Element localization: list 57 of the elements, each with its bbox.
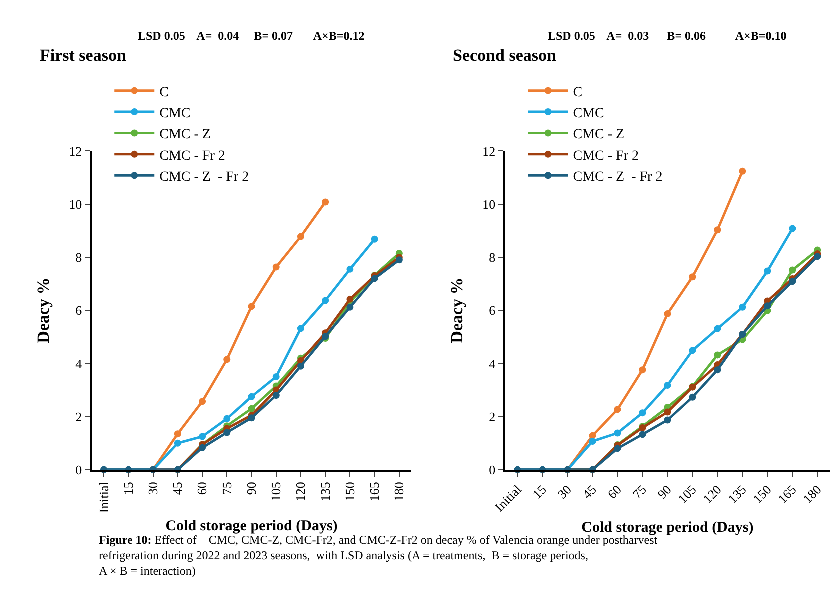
y-tick-label: 10 xyxy=(69,196,82,212)
x-tick-label: 180 xyxy=(800,482,824,507)
chart-subtitle: LSD 0.05 A= 0.03 B= 0.06 A×B=0.10 xyxy=(548,29,787,43)
y-tick-label: 0 xyxy=(76,462,82,478)
x-tick-label: 120 xyxy=(293,482,308,502)
x-tick-label: 90 xyxy=(654,482,674,502)
x-tick-label: 165 xyxy=(367,482,382,502)
y-tick-label: 4 xyxy=(489,356,496,372)
x-tick-label: 165 xyxy=(774,482,800,507)
x-tick-label: 15 xyxy=(120,482,136,496)
y-tick-label: 2 xyxy=(489,409,496,424)
x-tick-label: 105 xyxy=(675,482,700,507)
x-tick-label: 135 xyxy=(724,482,750,507)
x-tick-label: 45 xyxy=(580,482,600,502)
legend-label: CMC - Z xyxy=(160,128,211,143)
x-tick-label: 15 xyxy=(530,482,550,502)
x-axis-title: Cold storage period (Days) xyxy=(166,518,338,535)
legend-label: CMC - Z xyxy=(573,128,625,143)
chart-title: Second season xyxy=(453,46,557,65)
x-tick-label: 150 xyxy=(342,482,358,502)
legend-label: CMC - Z - Fr 2 xyxy=(160,170,250,186)
x-tick-label: 120 xyxy=(700,482,724,507)
x-tick-label: 75 xyxy=(219,482,234,496)
x-tick-label: 180 xyxy=(392,482,407,502)
chart-subtitle: LSD 0.05 A= 0.04 B= 0.07 A×B=0.12 xyxy=(138,29,365,43)
y-tick-label: 6 xyxy=(489,303,496,318)
legend-label: CMC - Z - Fr 2 xyxy=(573,170,663,186)
y-tick-label: 0 xyxy=(489,462,496,478)
x-tick-label: 135 xyxy=(318,482,333,502)
legend-label: C xyxy=(573,85,583,100)
y-tick-label: 8 xyxy=(489,250,496,266)
legend-label: CMC - Fr 2 xyxy=(160,148,226,164)
x-axis-title: Cold storage period (Days) xyxy=(582,520,754,536)
legend-label: C xyxy=(160,85,169,100)
y-tick-label: 6 xyxy=(76,303,83,318)
chart-title: First season xyxy=(40,46,127,65)
x-tick-label: 30 xyxy=(554,482,574,502)
y-tick-label: 2 xyxy=(76,409,82,424)
y-tick-label: 12 xyxy=(482,144,496,159)
x-tick-label: 45 xyxy=(170,482,186,496)
x-tick-label: 90 xyxy=(244,482,259,496)
x-tick-label: 150 xyxy=(750,482,774,507)
legend-label: CMC xyxy=(573,106,604,122)
y-axis-title: Deacy % xyxy=(448,278,467,344)
y-tick-label: 8 xyxy=(76,250,82,266)
y-axis-title: Deacy % xyxy=(34,278,54,344)
x-tick-label: 105 xyxy=(268,482,284,502)
y-tick-label: 10 xyxy=(482,196,496,212)
x-tick-label: 75 xyxy=(630,482,650,502)
x-tick-label: Initial xyxy=(96,482,112,514)
x-tick-label: 60 xyxy=(194,482,210,496)
y-tick-label: 4 xyxy=(76,356,83,372)
y-tick-label: 12 xyxy=(69,144,82,159)
x-tick-label: 60 xyxy=(604,482,624,502)
legend-label: CMC - Fr 2 xyxy=(573,148,639,164)
x-tick-label: 30 xyxy=(146,482,161,496)
legend-label: CMC xyxy=(160,106,191,122)
